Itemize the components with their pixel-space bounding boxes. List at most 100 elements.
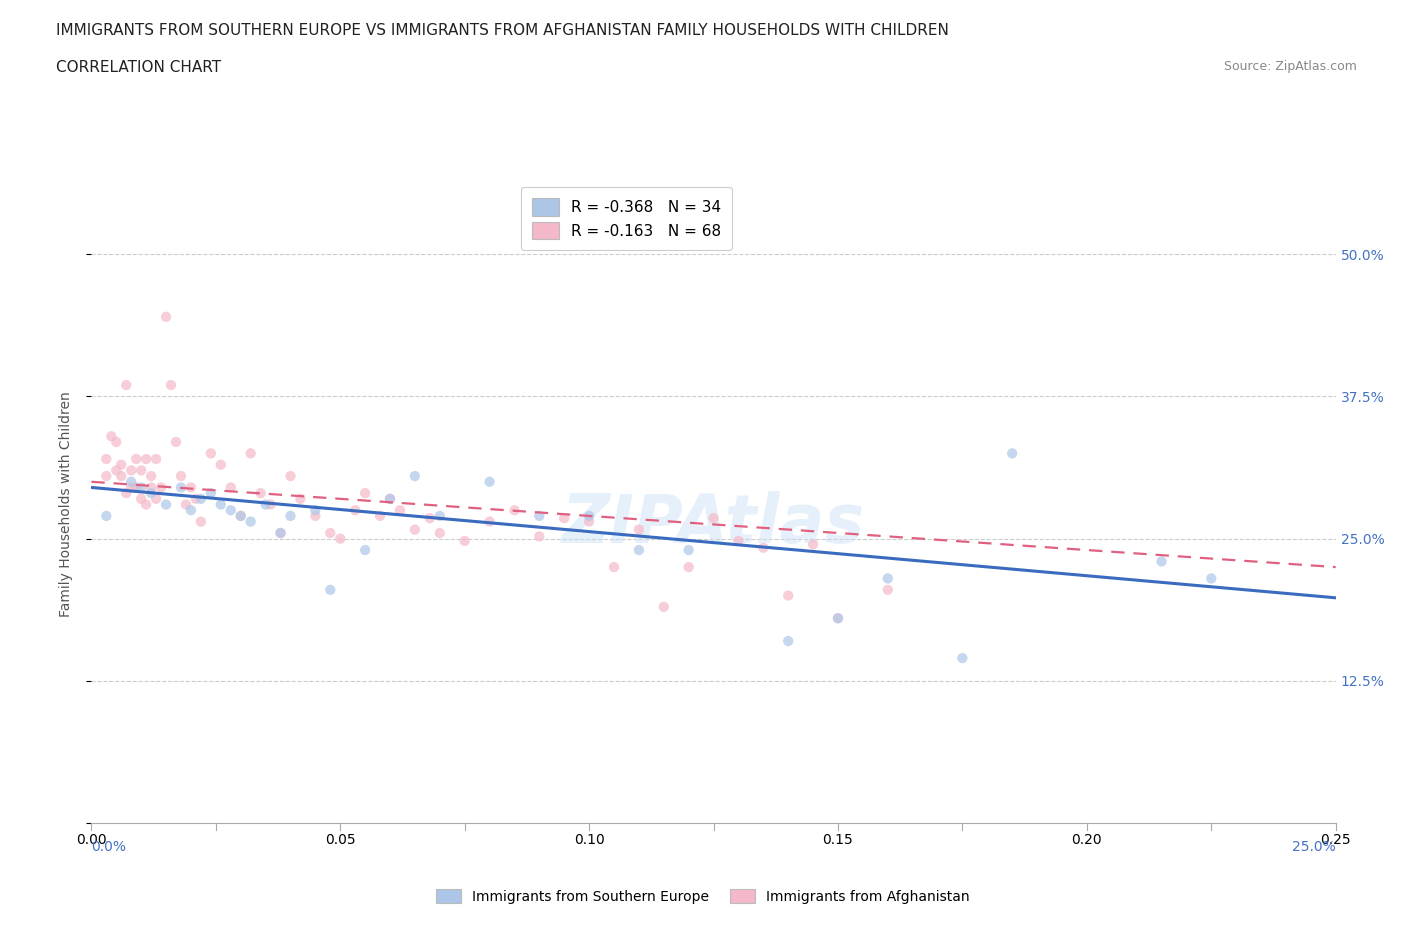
Point [170, 469, 193, 484]
Point [752, 540, 775, 555]
Text: Source: ZipAtlas.com: Source: ZipAtlas.com [1223, 60, 1357, 73]
Point [96, 452, 118, 467]
Point [115, 485, 138, 500]
Point [319, 525, 342, 540]
Text: CORRELATION CHART: CORRELATION CHART [56, 60, 221, 75]
Point [1001, 445, 1024, 460]
Point [1150, 554, 1173, 569]
Point [209, 458, 232, 472]
Point [96, 509, 118, 524]
Point [876, 582, 898, 597]
Point [155, 498, 177, 512]
Point [155, 310, 177, 325]
Point [678, 542, 700, 557]
Point [778, 588, 800, 603]
Point [150, 480, 173, 495]
Text: ZIPAtlas: ZIPAtlas [562, 491, 865, 557]
Point [578, 509, 600, 524]
Point [801, 537, 824, 551]
Point [129, 480, 152, 495]
Point [290, 491, 312, 506]
Point [174, 498, 197, 512]
Point [304, 503, 326, 518]
Point [184, 491, 207, 506]
Point [239, 445, 262, 460]
Point [239, 514, 262, 529]
Point [478, 474, 501, 489]
Point [652, 600, 675, 615]
Point [139, 480, 162, 495]
Point [329, 531, 352, 546]
Point [319, 582, 342, 597]
Point [259, 498, 281, 512]
Point [354, 485, 377, 500]
Point [219, 480, 242, 495]
Point [280, 509, 302, 524]
Point [180, 480, 202, 495]
Text: 0.0%: 0.0% [91, 840, 127, 854]
Point [139, 485, 162, 500]
Point [229, 509, 252, 524]
Point [727, 534, 749, 549]
Point [270, 525, 292, 540]
Point [120, 480, 142, 495]
Point [404, 469, 426, 484]
Point [125, 480, 148, 495]
Legend: Immigrants from Southern Europe, Immigrants from Afghanistan: Immigrants from Southern Europe, Immigra… [430, 884, 976, 910]
Point [876, 571, 898, 586]
Point [270, 525, 292, 540]
Point [190, 514, 212, 529]
Point [478, 514, 501, 529]
Point [249, 485, 271, 500]
Point [115, 378, 138, 392]
Point [378, 491, 401, 506]
Point [180, 503, 202, 518]
Point [429, 525, 451, 540]
Point [827, 611, 849, 626]
Point [404, 522, 426, 537]
Point [145, 491, 167, 506]
Point [165, 434, 187, 449]
Point [578, 514, 600, 529]
Point [190, 491, 212, 506]
Point [304, 509, 326, 524]
Point [200, 485, 222, 500]
Point [378, 491, 401, 506]
Point [120, 474, 142, 489]
Point [1201, 571, 1223, 586]
Point [105, 463, 128, 478]
Point [170, 480, 193, 495]
Point [529, 529, 551, 544]
Point [135, 452, 157, 467]
Point [145, 452, 167, 467]
Point [139, 469, 162, 484]
Point [120, 463, 142, 478]
Point [429, 509, 451, 524]
Point [627, 542, 650, 557]
Point [135, 498, 157, 512]
Point [827, 611, 849, 626]
Point [603, 560, 626, 575]
Point [229, 509, 252, 524]
Text: IMMIGRANTS FROM SOUTHERN EUROPE VS IMMIGRANTS FROM AFGHANISTAN FAMILY HOUSEHOLDS: IMMIGRANTS FROM SOUTHERN EUROPE VS IMMIG… [56, 23, 949, 38]
Point [702, 511, 725, 525]
Point [453, 534, 475, 549]
Point [344, 503, 367, 518]
Point [110, 458, 132, 472]
Point [219, 503, 242, 518]
Point [105, 434, 128, 449]
Legend: R = -0.368   N = 34, R = -0.163   N = 68: R = -0.368 N = 34, R = -0.163 N = 68 [520, 187, 733, 250]
Point [96, 469, 118, 484]
Point [254, 498, 277, 512]
Point [503, 503, 526, 518]
Point [950, 651, 973, 666]
Point [209, 498, 232, 512]
Point [354, 542, 377, 557]
Point [200, 445, 222, 460]
Point [388, 503, 411, 518]
Point [129, 491, 152, 506]
Point [125, 452, 148, 467]
Point [778, 633, 800, 648]
Point [100, 429, 122, 444]
Point [553, 511, 575, 525]
